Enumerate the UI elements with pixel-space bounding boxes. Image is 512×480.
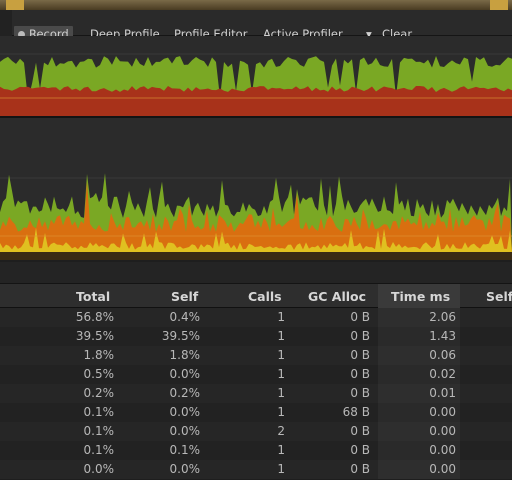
- cell-gc-alloc: 0 B: [350, 386, 370, 400]
- cell-time-ms: 0.00: [429, 424, 456, 438]
- time-column-cell-bg: [378, 346, 460, 365]
- cell-gc-alloc: 0 B: [350, 367, 370, 381]
- table-row[interactable]: 0.0% 0.0% 1 0 B 0.00: [0, 460, 512, 479]
- header-total[interactable]: Total: [76, 289, 111, 304]
- cell-time-ms: 0.01: [429, 386, 456, 400]
- cell-time-ms: 0.00: [429, 405, 456, 419]
- cell-self: 0.4%: [169, 310, 201, 324]
- table-row[interactable]: 0.2% 0.2% 1 0 B 0.01: [0, 384, 512, 403]
- cell-total: 0.0%: [83, 462, 115, 476]
- cell-gc-alloc: 0 B: [350, 443, 370, 457]
- cell-calls: 1: [277, 405, 285, 419]
- cell-calls: 1: [277, 310, 285, 324]
- cell-gc-alloc: 0 B: [350, 424, 370, 438]
- cell-self: 0.0%: [169, 405, 201, 419]
- cell-calls: 1: [277, 348, 285, 362]
- cell-total: 0.1%: [83, 443, 115, 457]
- cell-calls: 1: [277, 462, 285, 476]
- table-row[interactable]: 0.5% 0.0% 1 0 B 0.02: [0, 365, 512, 384]
- cell-gc-alloc: 68 B: [342, 405, 370, 419]
- cell-total: 0.1%: [83, 424, 115, 438]
- top-strip-knob-right: [490, 0, 508, 10]
- cell-gc-alloc: 0 B: [350, 462, 370, 476]
- cell-total: 39.5%: [75, 329, 114, 343]
- cell-total: 0.2%: [83, 386, 115, 400]
- cell-gc-alloc: 0 B: [350, 310, 370, 324]
- graph-separator: [0, 116, 512, 118]
- cpu-graph-svg: [0, 36, 512, 116]
- cell-total: 0.1%: [83, 405, 115, 419]
- header-self[interactable]: Self: [171, 289, 199, 304]
- cell-calls: 2: [277, 424, 285, 438]
- cpu-graph-red-area: [0, 86, 512, 116]
- time-column-cell-bg: [378, 403, 460, 422]
- time-column-cell-bg: [378, 308, 460, 327]
- details-bar: [0, 262, 512, 284]
- profiler-table-body: 56.8% 0.4% 1 0 B 2.06 39.5% 39.5% 1 0 B 1.43 1.8% 1…: [0, 308, 512, 479]
- cell-gc-alloc: 0 B: [350, 329, 370, 343]
- time-column-cell-bg: [378, 441, 460, 460]
- table-row[interactable]: 56.8% 0.4% 1 0 B 2.06: [0, 308, 512, 327]
- table-row[interactable]: 39.5% 39.5% 1 0 B 1.43: [0, 327, 512, 346]
- window-top-strip: [0, 0, 512, 10]
- cell-gc-alloc: 0 B: [350, 348, 370, 362]
- cell-time-ms: 0.02: [429, 367, 456, 381]
- chevron-down-icon[interactable]: ▾: [366, 27, 372, 41]
- top-strip-knob-left: [6, 0, 24, 10]
- header-time-ms[interactable]: Time ms: [391, 289, 451, 304]
- rendering-graph-yellow-area: [0, 227, 512, 252]
- time-column-cell-bg: [378, 327, 460, 346]
- cpu-usage-graph[interactable]: [0, 36, 512, 116]
- time-column-cell-bg: [378, 384, 460, 403]
- table-row[interactable]: 0.1% 0.0% 2 0 B 0.00: [0, 422, 512, 441]
- header-self-ms[interactable]: Self: [486, 289, 512, 304]
- cell-calls: 1: [277, 367, 285, 381]
- cell-time-ms: 0.00: [429, 462, 456, 476]
- toolbar-left-pad: [0, 10, 12, 36]
- cell-time-ms: 1.43: [429, 329, 456, 343]
- header-calls[interactable]: Calls: [248, 289, 282, 304]
- cell-total: 56.8%: [75, 310, 114, 324]
- cell-time-ms: 2.06: [429, 310, 456, 324]
- cell-total: 0.5%: [83, 367, 115, 381]
- cell-time-ms: 0.00: [429, 443, 456, 457]
- time-column-cell-bg: [378, 365, 460, 384]
- record-icon: [18, 31, 25, 38]
- cell-self: 0.0%: [169, 367, 201, 381]
- cell-self: 0.1%: [169, 443, 201, 457]
- cell-total: 1.8%: [83, 348, 115, 362]
- header-gc-alloc[interactable]: GC Alloc: [308, 289, 367, 304]
- rendering-graph-svg: [0, 118, 512, 260]
- cell-self: 1.8%: [169, 348, 201, 362]
- time-column-cell-bg: [378, 460, 460, 479]
- cell-time-ms: 0.06: [429, 348, 456, 362]
- profiler-toolbar: [0, 10, 512, 36]
- table-row[interactable]: 1.8% 1.8% 1 0 B 0.06: [0, 346, 512, 365]
- time-ms-header-highlight: [378, 284, 460, 308]
- table-row[interactable]: 0.1% 0.0% 1 68 B 0.00: [0, 403, 512, 422]
- cell-calls: 1: [277, 443, 285, 457]
- cell-self: 0.0%: [169, 424, 201, 438]
- cell-calls: 1: [277, 386, 285, 400]
- rendering-graph[interactable]: [0, 118, 512, 260]
- cell-self: 39.5%: [161, 329, 200, 343]
- cell-self: 0.2%: [169, 386, 201, 400]
- table-row[interactable]: 0.1% 0.1% 1 0 B 0.00: [0, 441, 512, 460]
- time-column-cell-bg: [378, 422, 460, 441]
- cell-calls: 1: [277, 329, 285, 343]
- cell-self: 0.0%: [169, 462, 201, 476]
